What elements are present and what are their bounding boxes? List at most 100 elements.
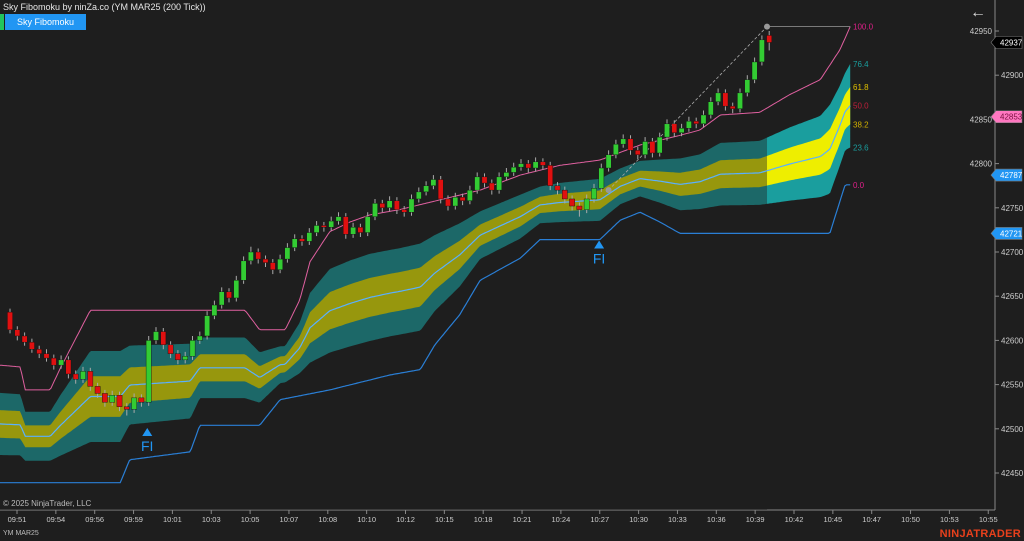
candle-up — [211, 304, 218, 316]
candle-up — [372, 203, 378, 217]
indicator-button[interactable]: Sky Fibomoku — [0, 14, 87, 30]
price-tick-label: 42800 — [970, 160, 993, 169]
candle-down — [51, 357, 57, 366]
price-tick-label: 42900 — [1001, 71, 1024, 80]
candle-up — [350, 227, 356, 235]
projection-dashed-line — [608, 26, 768, 191]
candle-up — [189, 340, 196, 357]
swing-low-dot — [605, 187, 612, 194]
price-badge-label: 42853 — [1000, 113, 1023, 122]
price-badge — [990, 168, 1023, 182]
price-tick-label: 42750 — [1001, 204, 1024, 213]
ninjatrader-logo: NINJATRADER — [939, 528, 1021, 540]
price-badge — [990, 227, 1023, 240]
candle-up — [204, 315, 210, 337]
candle-down — [729, 105, 736, 109]
candle-down — [635, 150, 641, 155]
candle-up — [678, 128, 685, 133]
candle-down — [481, 176, 488, 184]
fib-level-label: 61.8 — [853, 83, 869, 92]
price-tick-label: 42600 — [1001, 336, 1024, 345]
candle-down — [138, 397, 145, 403]
candle-down — [693, 120, 699, 125]
candle-up — [737, 92, 743, 109]
candle-up — [109, 395, 115, 403]
candle-up — [715, 92, 721, 102]
time-tick-label: 10:18 — [474, 515, 493, 524]
candle-up — [700, 114, 707, 125]
candle-down — [766, 35, 772, 43]
signal-up-arrow-icon — [142, 427, 153, 436]
candle-down — [562, 189, 568, 200]
candle-up — [759, 39, 765, 63]
price-tick-label: 42950 — [970, 27, 993, 36]
time-tick-label: 10:05 — [241, 515, 260, 524]
candle-up — [605, 154, 612, 169]
candle-up — [328, 220, 335, 228]
time-tick-label: 10:42 — [785, 515, 804, 524]
candle-up — [656, 136, 663, 154]
candle-up — [510, 166, 517, 173]
time-tick-label: 10:03 — [202, 515, 221, 524]
candle-up — [335, 216, 342, 222]
candle-down — [299, 238, 305, 242]
candle-down — [547, 165, 553, 186]
candle-down — [459, 196, 466, 201]
candle-down — [14, 329, 21, 337]
candle-down — [43, 353, 50, 359]
price-badge — [990, 36, 1023, 49]
candle-down — [576, 205, 583, 210]
indicator-color-marker — [0, 14, 4, 30]
fib-mid-line — [0, 105, 851, 437]
fib-level-label: 38.2 — [853, 120, 869, 129]
candle-up — [291, 238, 298, 248]
candle-up — [306, 232, 313, 242]
copyright: © 2025 NinjaTrader, LLC — [3, 499, 92, 508]
candle-down — [343, 216, 349, 235]
candle-up — [467, 189, 473, 201]
chart-title: Sky Fibomoku by ninZa.co (YM MAR25 (200 … — [3, 2, 206, 12]
candle-up — [408, 198, 415, 213]
candle-down — [262, 258, 269, 263]
time-tick-label: 10:50 — [901, 515, 920, 524]
candle-down — [627, 138, 634, 151]
fib-level-label: 23.6 — [853, 143, 869, 152]
arrow-left-icon[interactable]: ← — [970, 4, 986, 21]
candle-down — [87, 371, 94, 387]
candle-up — [496, 176, 502, 191]
candle-up — [58, 359, 64, 366]
time-tick-label: 10:30 — [629, 515, 648, 524]
candle-down — [445, 198, 451, 207]
candle-up — [182, 356, 189, 361]
candle-down — [102, 393, 108, 403]
history-shade — [0, 0, 767, 510]
time-tick-label: 10:10 — [357, 515, 376, 524]
fib-band-inner — [0, 87, 851, 448]
time-tick-label: 10:36 — [707, 515, 726, 524]
candle-down — [255, 251, 262, 260]
candle-down — [649, 141, 656, 154]
candle-up — [452, 196, 459, 207]
candle-down — [401, 209, 408, 213]
candle-down — [540, 161, 546, 166]
candle-down — [167, 344, 174, 354]
time-tick-label: 10:39 — [746, 515, 765, 524]
fib-level-label: 100.0 — [853, 23, 874, 32]
fib-level-label: 76.4 — [853, 60, 869, 69]
candle-up — [248, 251, 254, 262]
candle-down — [321, 225, 327, 228]
candle-down — [437, 179, 444, 200]
time-tick-label: 10:53 — [940, 515, 959, 524]
candle-up — [423, 185, 429, 193]
candle-down — [379, 203, 386, 209]
candle-down — [7, 311, 13, 330]
time-tick-label: 10:24 — [552, 515, 571, 524]
candle-up — [233, 280, 240, 299]
candle-down — [65, 359, 72, 375]
instrument-label: YM MAR25 — [3, 530, 39, 537]
candle-up — [613, 143, 619, 155]
candle-down — [357, 227, 364, 233]
candle-down — [160, 331, 167, 346]
candle-down — [270, 262, 276, 270]
